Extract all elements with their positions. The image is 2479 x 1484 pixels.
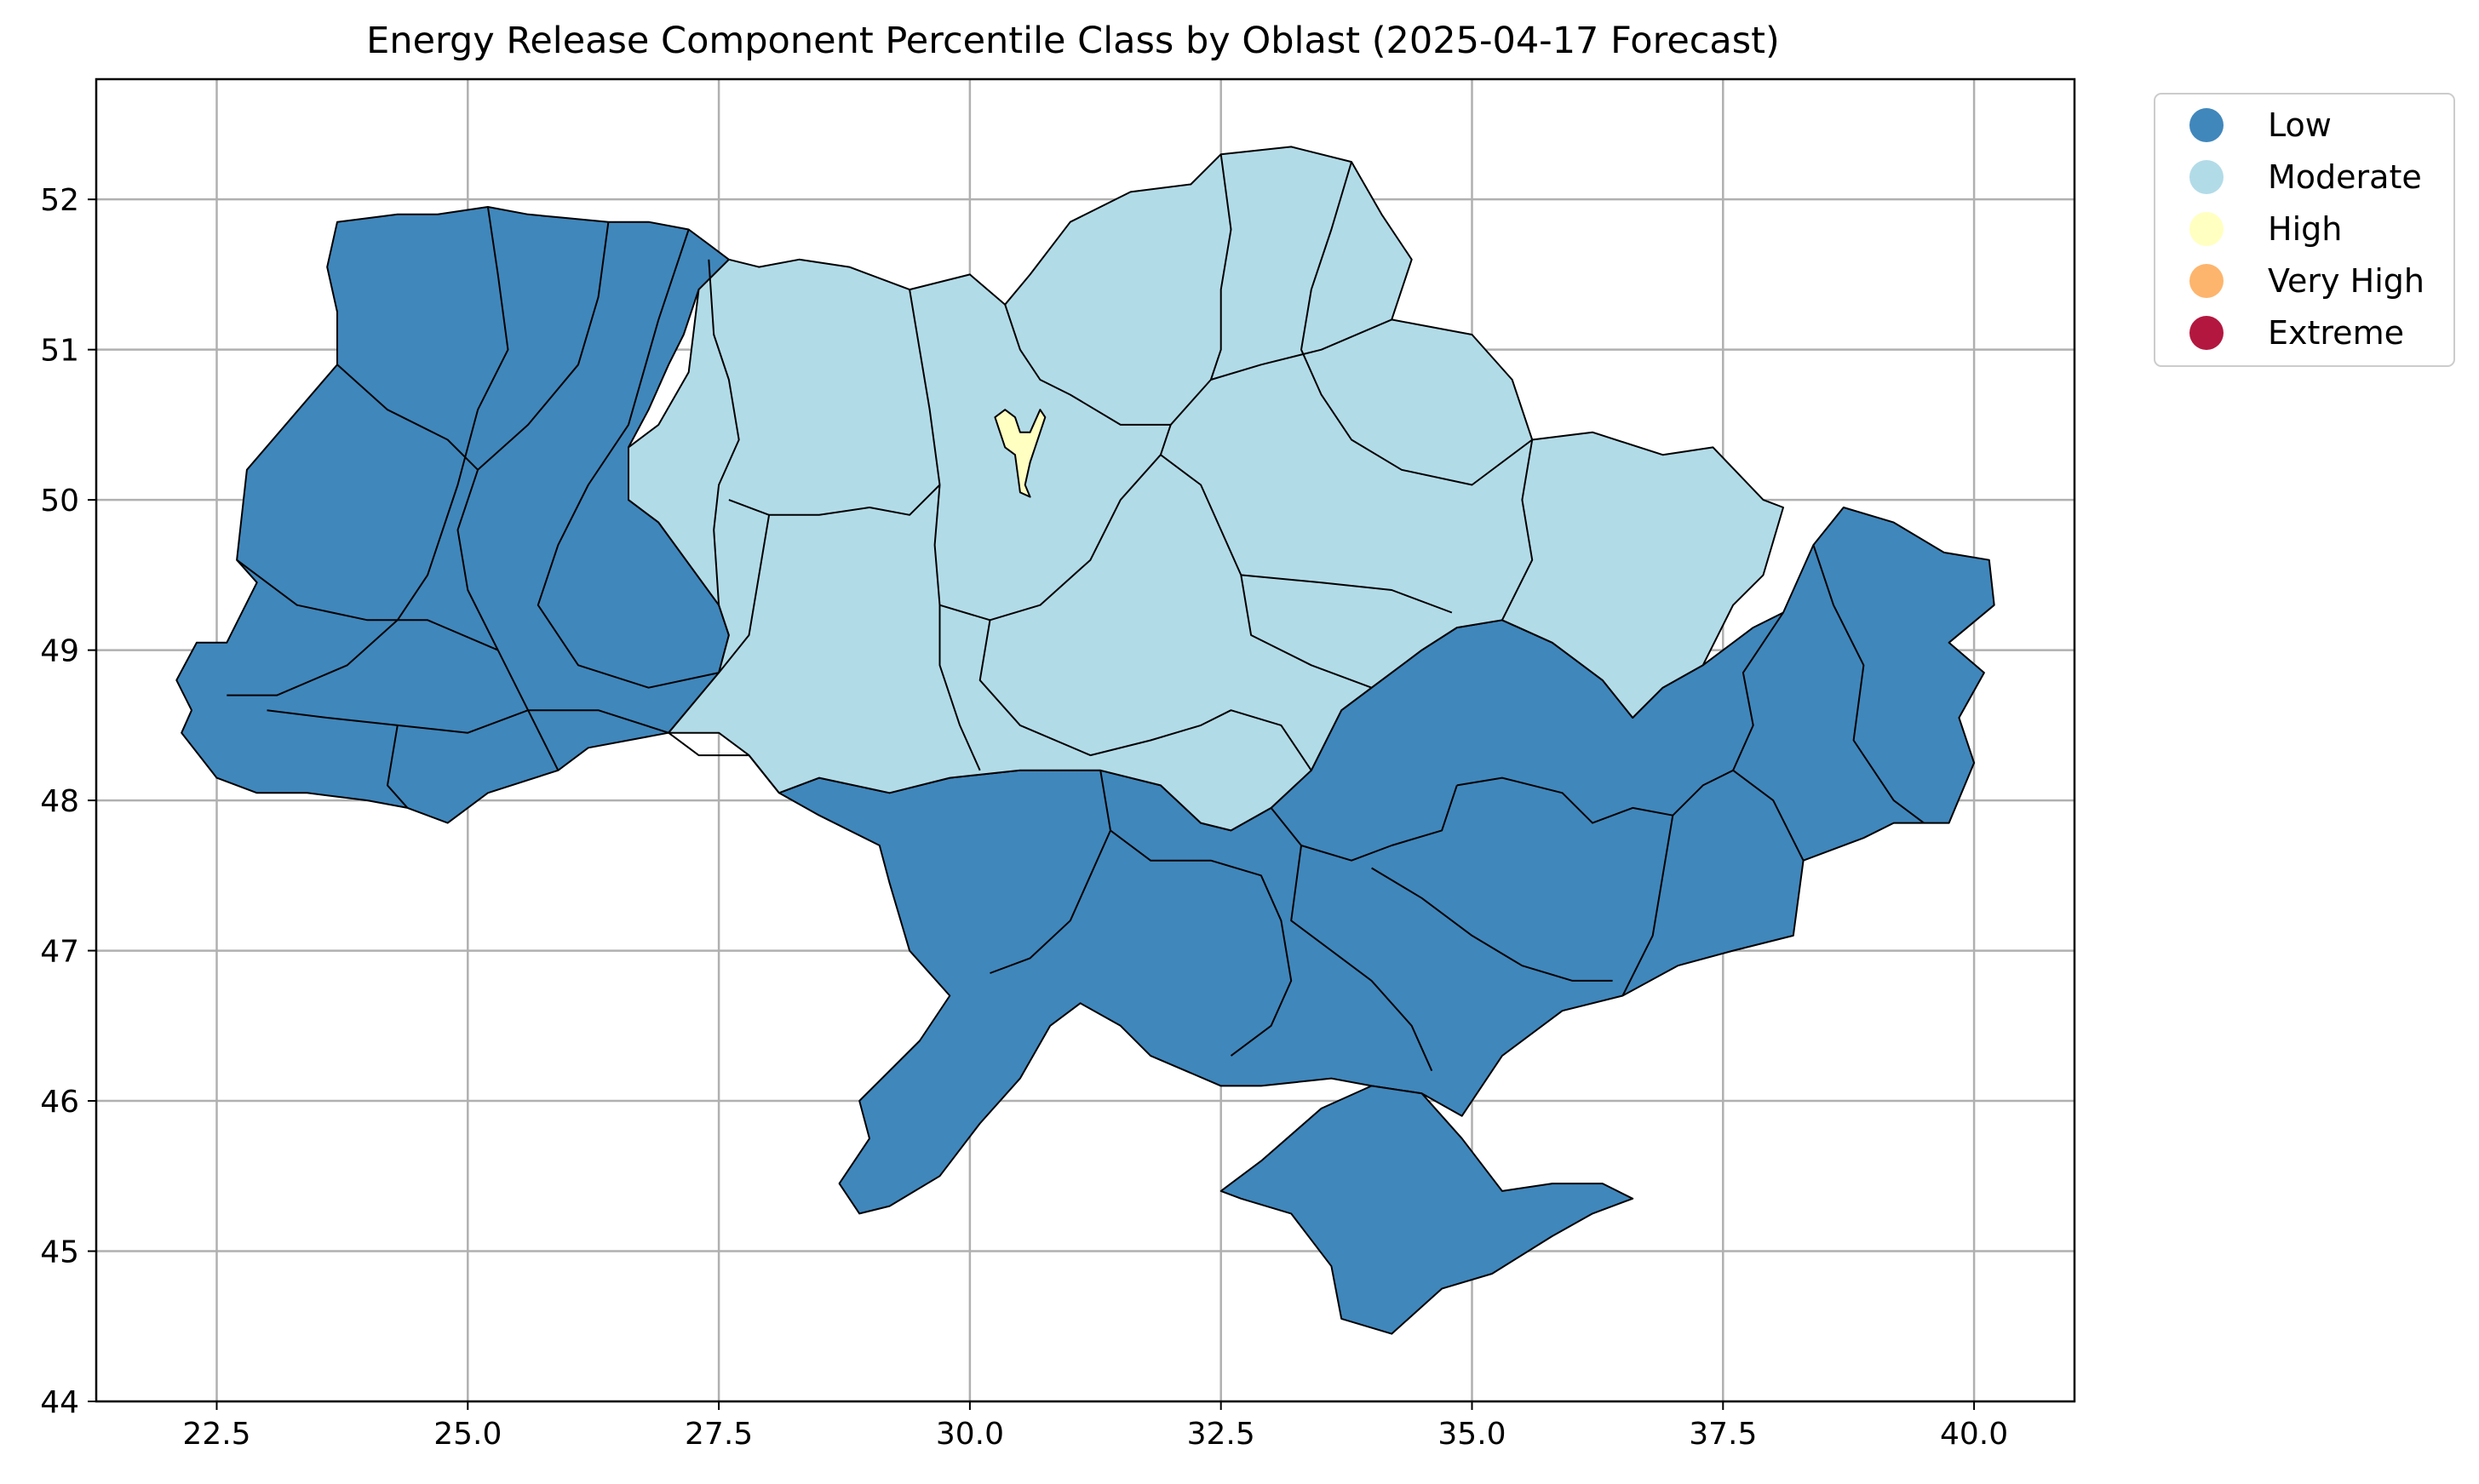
y-tick-label: 51 <box>40 334 79 369</box>
legend: Low Moderate High Very High Extreme <box>2154 93 2455 367</box>
y-tick-label: 48 <box>40 784 79 819</box>
oblast-border <box>978 620 1312 771</box>
oblast-border <box>1290 845 1433 1072</box>
legend-label: Extreme <box>2268 314 2404 352</box>
y-tick-label: 52 <box>40 183 79 218</box>
region-crimea <box>1219 1085 1634 1335</box>
oblast-border <box>990 770 1111 974</box>
y-tick-label: 46 <box>40 1085 79 1120</box>
x-tick-label: 40.0 <box>1940 1417 2008 1452</box>
oblast-border <box>1004 304 1392 426</box>
legend-label: High <box>2268 210 2342 248</box>
oblast-borders <box>227 154 1925 1072</box>
y-tick-label: 49 <box>40 634 79 669</box>
legend-marker <box>2189 264 2224 298</box>
legend-label: Very High <box>2268 262 2424 300</box>
plot-frame <box>95 77 2076 1403</box>
y-axis-ticks: 44 45 46 47 48 49 50 51 52 <box>40 183 96 1420</box>
x-tick-label: 27.5 <box>685 1417 753 1452</box>
legend-label: Moderate <box>2268 158 2422 196</box>
legend-marker <box>2189 212 2224 246</box>
legend-marker <box>2189 108 2224 142</box>
legend-frame <box>2154 93 2455 367</box>
chart-title: Energy Release Component Percentile Clas… <box>366 20 1780 62</box>
region-kyiv-city <box>994 409 1047 498</box>
oblast-border <box>1110 829 1293 1057</box>
x-tick-label: 32.5 <box>1187 1417 1255 1452</box>
oblast-border <box>909 289 981 771</box>
oblast-border <box>708 259 740 605</box>
x-tick-label: 35.0 <box>1437 1417 1506 1452</box>
legend-marker <box>2189 160 2224 194</box>
legend-marker <box>2189 316 2224 350</box>
legend-label: Low <box>2268 106 2332 144</box>
y-tick-label: 47 <box>40 935 79 970</box>
oblast-border <box>537 229 720 689</box>
oblast-border <box>227 206 509 696</box>
oblast-border <box>387 725 409 809</box>
oblast-border <box>1371 867 1613 982</box>
oblast-border <box>1209 154 1232 381</box>
oblast-border <box>1501 439 1534 621</box>
oblast-border <box>236 559 499 651</box>
oblast-border <box>1241 574 1453 614</box>
y-tick-label: 44 <box>40 1385 79 1420</box>
oblast-border <box>267 709 669 734</box>
oblast-border <box>668 731 780 794</box>
y-tick-label: 45 <box>40 1235 79 1270</box>
oblast-border <box>1812 544 1925 824</box>
y-tick-label: 50 <box>40 484 79 519</box>
x-tick-label: 37.5 <box>1689 1417 1757 1452</box>
x-tick-label: 25.0 <box>433 1417 502 1452</box>
oblast-border <box>718 514 771 673</box>
oblast-border <box>1732 769 1805 862</box>
oblast-border <box>1270 785 1458 862</box>
x-tick-label: 30.0 <box>936 1417 1004 1452</box>
oblast-border <box>1621 815 1674 996</box>
x-axis-ticks: 22.5 25.0 27.5 30.0 32.5 35.0 37.5 40.0 <box>182 1401 2008 1452</box>
oblast-border <box>336 364 479 471</box>
oblast-border <box>728 484 941 516</box>
oblast-regions <box>175 146 1995 1335</box>
oblast-border <box>456 221 610 771</box>
x-tick-label: 22.5 <box>182 1417 250 1452</box>
oblast-border <box>1300 161 1533 486</box>
